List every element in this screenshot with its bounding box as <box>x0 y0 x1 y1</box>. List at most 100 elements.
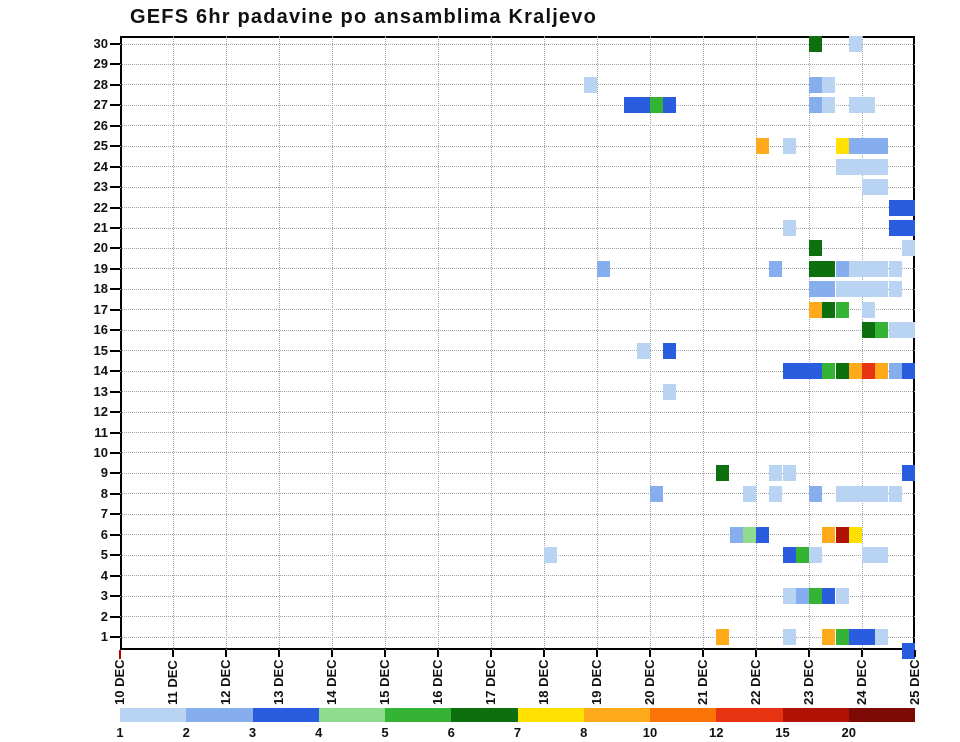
x-axis-label: 19 DEC <box>589 659 604 705</box>
grid-line-horizontal <box>120 288 915 290</box>
precip-cell <box>848 158 862 175</box>
colorbar-label: 2 <box>182 725 190 740</box>
colorbar-segment <box>782 708 849 722</box>
precip-cell <box>782 547 796 564</box>
x-axis-label: 25 DEC <box>907 659 922 705</box>
x-axis-label: 21 DEC <box>695 659 710 705</box>
precip-cell <box>835 485 849 502</box>
y-axis-label: 19 <box>93 260 108 276</box>
precip-cell <box>795 363 809 380</box>
grid-line-horizontal <box>120 186 915 188</box>
precip-cell <box>822 301 836 318</box>
precip-cell <box>875 547 889 564</box>
precip-cell <box>742 485 756 502</box>
colorbar-segment <box>650 708 717 722</box>
y-axis-label: 20 <box>93 240 108 256</box>
precip-cell <box>888 485 902 502</box>
precip-cell <box>901 199 915 216</box>
y-axis-label: 7 <box>100 506 108 522</box>
precip-cell <box>597 260 611 277</box>
colorbar-segment <box>451 708 518 722</box>
grid-line-horizontal <box>120 391 915 393</box>
grid-line-vertical <box>808 36 810 650</box>
precip-cell <box>809 363 823 380</box>
precip-cell <box>875 363 889 380</box>
precip-cell <box>809 240 823 257</box>
x-axis-label: 17 DEC <box>483 659 498 705</box>
y-axis-tick <box>110 370 120 373</box>
grid-line-horizontal <box>120 43 915 45</box>
x-axis-tick <box>702 650 704 657</box>
x-axis-label: 15 DEC <box>377 659 392 705</box>
grid-line-vertical <box>225 36 227 650</box>
x-axis-tick <box>861 650 863 657</box>
precip-cell <box>729 526 743 543</box>
precip-cell <box>756 138 770 155</box>
x-axis-label: 11 DEC <box>165 660 180 705</box>
precip-cell <box>848 281 862 298</box>
y-axis-tick <box>110 513 120 516</box>
precip-cell <box>822 588 836 605</box>
colorbar-segment <box>186 708 253 722</box>
precip-cell <box>623 97 637 114</box>
precip-cell <box>862 629 876 645</box>
precip-cell <box>875 158 889 175</box>
y-axis-tick <box>110 227 120 230</box>
x-axis-label: 13 DEC <box>271 659 286 705</box>
grid-line-vertical <box>384 36 386 650</box>
precip-cell <box>822 363 836 380</box>
precip-cell <box>875 629 889 645</box>
y-axis-label: 29 <box>93 56 108 72</box>
precip-cell <box>809 588 823 605</box>
precip-cell <box>583 76 597 93</box>
grid-line-horizontal <box>120 104 915 106</box>
grid-line-horizontal <box>120 125 915 127</box>
precip-cell <box>782 363 796 380</box>
precip-cell <box>636 97 650 114</box>
precip-cell <box>901 322 915 339</box>
colorbar-segment <box>318 708 385 722</box>
grid-line-horizontal <box>120 452 915 454</box>
y-axis-label: 17 <box>93 301 108 317</box>
precip-cell <box>809 485 823 502</box>
x-axis-tick <box>808 650 810 657</box>
x-axis-label: 14 DEC <box>324 659 339 705</box>
grid-line-horizontal <box>120 227 915 229</box>
precip-cell <box>835 301 849 318</box>
grid-line-vertical <box>331 36 333 650</box>
x-axis-tick <box>278 650 280 657</box>
y-axis-label: 26 <box>93 117 108 133</box>
grid-line-horizontal <box>120 411 915 413</box>
precip-cell <box>663 342 677 359</box>
colorbar-segment <box>848 708 915 722</box>
grid-line-horizontal <box>120 145 915 147</box>
y-axis-tick <box>110 288 120 291</box>
colorbar-label: 8 <box>580 725 588 740</box>
x-axis-tick <box>649 650 651 657</box>
precip-cell <box>809 547 823 564</box>
precip-cell <box>875 281 889 298</box>
precip-cell <box>862 260 876 277</box>
colorbar-label: 20 <box>841 725 856 740</box>
precip-cell <box>901 240 915 257</box>
y-axis-tick <box>110 43 120 45</box>
precip-cell <box>848 485 862 502</box>
precip-cell <box>809 260 823 277</box>
grid-line-vertical <box>278 36 280 650</box>
grid-line-horizontal <box>120 575 915 577</box>
precip-cell <box>650 485 664 502</box>
precip-cell <box>756 526 770 543</box>
precip-cell <box>716 629 730 645</box>
precip-cell <box>901 363 915 380</box>
x-axis-tick <box>119 650 121 659</box>
y-axis-label: 5 <box>100 547 108 563</box>
y-axis-tick <box>110 104 120 107</box>
precip-cell <box>822 629 836 645</box>
y-axis-tick <box>110 533 120 536</box>
precip-cell <box>888 260 902 277</box>
grid-line-vertical <box>543 36 545 650</box>
x-axis-label: 16 DEC <box>430 659 445 705</box>
precip-cell <box>848 138 862 155</box>
y-axis-tick <box>110 247 120 250</box>
precip-cell <box>862 179 876 196</box>
